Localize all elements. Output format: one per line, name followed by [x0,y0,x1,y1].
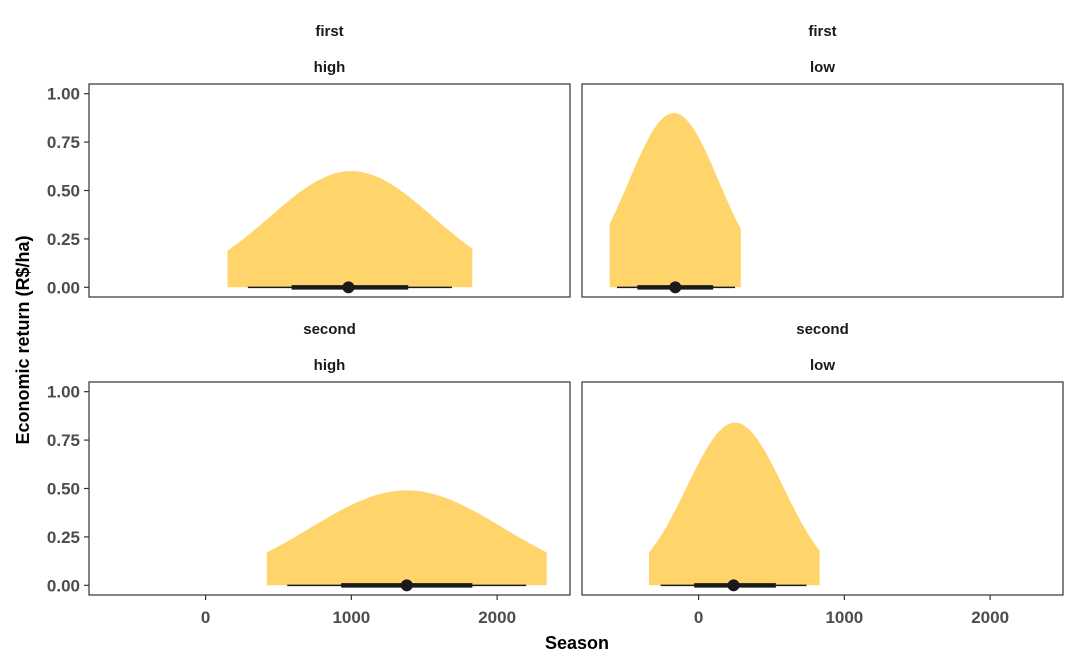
panel-strip-top: first [808,23,836,40]
x-tick-label: 0 [201,608,210,627]
density-area [266,490,547,586]
panel-strip-bottom: high [314,357,346,374]
x-tick-label: 2000 [478,608,516,627]
density-area [609,113,741,288]
x-tick-label: 2000 [971,608,1009,627]
point-estimate [342,281,355,294]
facet-panel [581,83,1064,298]
x-axis-title: Season [545,633,609,653]
facet-panel [581,381,1064,596]
y-tick-label: 1.00 [47,383,80,402]
panel-strip-top: second [303,321,356,338]
panel-strip-bottom: low [810,357,835,374]
y-tick-label: 0.50 [47,480,80,499]
panel-border [581,381,1064,596]
x-tick-label: 0 [694,608,703,627]
y-tick-label: 0.00 [47,278,80,297]
y-axis-title: Economic return (R$/ha) [13,235,33,444]
point-estimate [669,281,682,294]
facet-panel [88,83,571,298]
x-tick-label: 1000 [825,608,863,627]
y-tick-label: 0.75 [47,133,80,152]
panel-strip-bottom: high [314,59,346,76]
density-area [227,171,473,288]
y-tick-label: 1.00 [47,85,80,104]
y-tick-label: 0.00 [47,576,80,595]
facet-panel [88,381,571,596]
x-tick-label: 1000 [332,608,370,627]
y-tick-label: 0.50 [47,182,80,201]
panel-strip-top: second [796,321,849,338]
y-tick-label: 0.25 [47,528,80,547]
point-estimate [727,579,740,592]
panel-strip-top: first [315,23,343,40]
panel-strip-bottom: low [810,59,835,76]
panel-border [581,83,1064,298]
density-area [649,422,820,586]
point-estimate [400,579,413,592]
y-tick-label: 0.75 [47,431,80,450]
y-tick-label: 0.25 [47,230,80,249]
